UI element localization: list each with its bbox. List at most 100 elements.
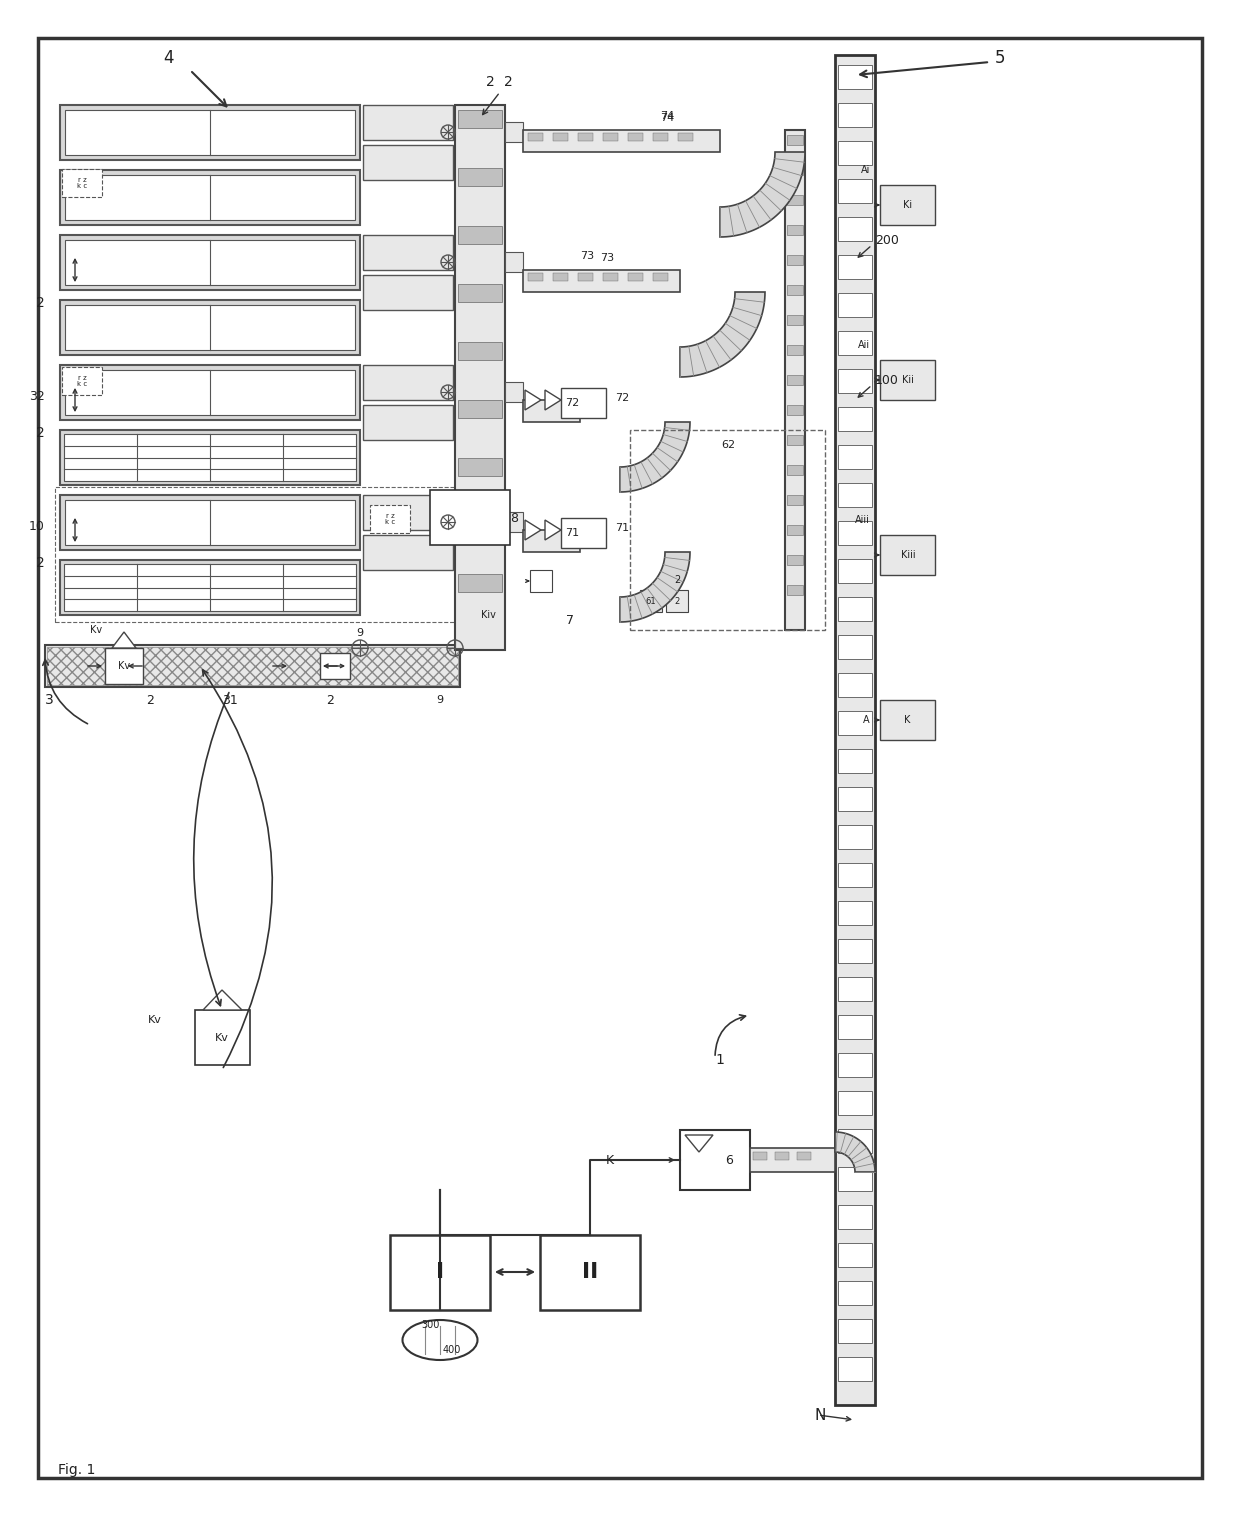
Bar	[60, 235, 360, 290]
Bar	[458, 458, 502, 476]
Bar	[787, 165, 804, 174]
Text: 3: 3	[45, 693, 53, 706]
Bar	[60, 170, 360, 224]
Bar	[838, 635, 872, 659]
Polygon shape	[546, 390, 560, 409]
Text: 31: 31	[222, 693, 238, 706]
Bar	[55, 487, 455, 622]
Bar	[838, 1016, 872, 1038]
Text: 2: 2	[36, 426, 45, 440]
Bar	[838, 1281, 872, 1305]
Bar	[787, 525, 804, 535]
Bar	[553, 133, 568, 141]
Bar	[785, 130, 805, 631]
Bar	[62, 367, 102, 396]
Bar	[838, 484, 872, 506]
Text: Fig. 1: Fig. 1	[58, 1463, 95, 1477]
Bar	[838, 976, 872, 1001]
Bar	[370, 505, 410, 534]
Bar	[838, 597, 872, 622]
Bar	[455, 105, 505, 650]
Text: 4: 4	[162, 49, 174, 67]
Bar	[838, 65, 872, 89]
Polygon shape	[525, 390, 541, 409]
Bar	[64, 174, 355, 220]
Ellipse shape	[403, 1320, 477, 1360]
Bar	[838, 825, 872, 849]
Bar	[64, 434, 356, 481]
Bar	[391, 1236, 490, 1310]
Bar	[838, 103, 872, 127]
Bar	[458, 400, 502, 418]
Bar	[528, 273, 543, 280]
Bar	[787, 435, 804, 446]
Bar	[529, 570, 552, 593]
Bar	[838, 330, 872, 355]
Bar	[458, 111, 502, 127]
Text: 9: 9	[436, 694, 444, 705]
Bar	[838, 179, 872, 203]
Bar	[838, 368, 872, 393]
Polygon shape	[525, 520, 541, 540]
Bar	[62, 168, 102, 197]
Bar	[363, 105, 453, 139]
Bar	[787, 405, 804, 415]
Text: 2: 2	[486, 74, 495, 89]
Text: 200: 200	[875, 233, 899, 247]
Bar	[528, 133, 543, 141]
Text: 73: 73	[600, 253, 614, 262]
Bar	[505, 512, 523, 532]
Bar	[880, 359, 935, 400]
Text: Aiii: Aiii	[856, 515, 870, 525]
Bar	[880, 185, 935, 224]
Bar	[60, 300, 360, 355]
Bar	[363, 535, 453, 570]
Bar	[105, 647, 143, 684]
Bar	[505, 121, 523, 143]
Text: Aii: Aii	[858, 340, 870, 350]
Bar	[838, 217, 872, 241]
Bar	[603, 133, 618, 141]
Bar	[505, 382, 523, 402]
Bar	[787, 555, 804, 565]
Bar	[838, 1054, 872, 1076]
Bar	[787, 285, 804, 296]
Bar	[578, 133, 593, 141]
Bar	[560, 518, 606, 547]
Bar	[880, 700, 935, 740]
Bar	[363, 274, 453, 309]
Bar	[666, 590, 688, 612]
Bar	[838, 1357, 872, 1381]
Text: 72: 72	[615, 393, 629, 403]
Bar	[678, 133, 693, 141]
Bar	[64, 111, 355, 155]
Bar	[363, 146, 453, 180]
Text: K: K	[606, 1154, 614, 1166]
Bar	[47, 647, 458, 685]
Text: 8: 8	[510, 511, 518, 525]
Bar	[458, 283, 502, 302]
Text: Kiv: Kiv	[481, 609, 496, 620]
Bar	[458, 168, 502, 186]
Polygon shape	[203, 990, 242, 1010]
Polygon shape	[620, 552, 689, 622]
Text: 74: 74	[660, 111, 675, 121]
Polygon shape	[835, 1132, 875, 1172]
Text: 1: 1	[715, 1054, 724, 1067]
Bar	[838, 446, 872, 468]
Bar	[458, 575, 502, 593]
Text: 6: 6	[725, 1154, 733, 1166]
Polygon shape	[112, 632, 136, 647]
Bar	[838, 938, 872, 963]
Text: Kv: Kv	[118, 661, 130, 672]
Text: 2: 2	[326, 693, 334, 706]
Bar	[838, 1205, 872, 1229]
Bar	[753, 1152, 768, 1160]
Bar	[787, 585, 804, 594]
Bar	[630, 431, 825, 631]
Text: A: A	[863, 716, 870, 725]
Bar	[195, 1010, 250, 1066]
Bar	[838, 901, 872, 925]
Text: 2: 2	[675, 596, 680, 605]
Text: Ki: Ki	[904, 200, 913, 211]
